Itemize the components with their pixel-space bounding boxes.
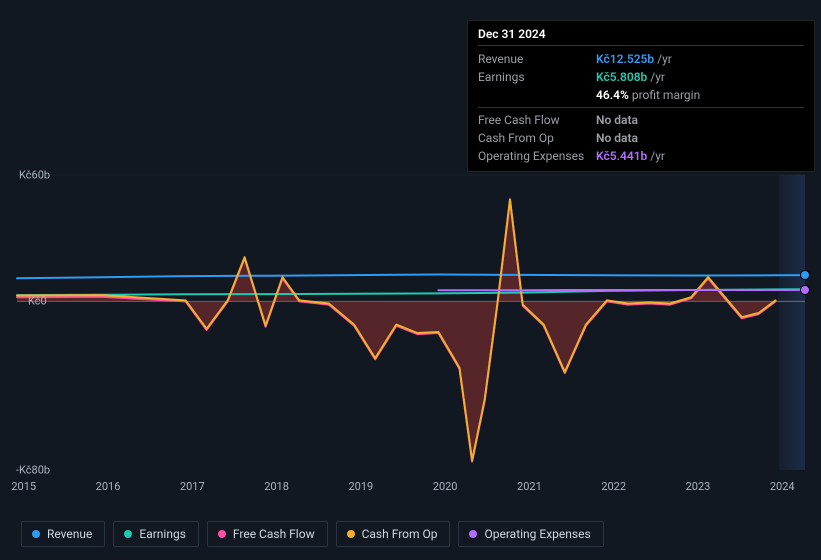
tooltip-row-unit: /yr xyxy=(650,70,665,84)
tooltip-row-unit: /yr xyxy=(657,52,672,66)
tooltip-row: Free Cash FlowNo data xyxy=(478,107,804,129)
tooltip-row: 46.4%profit margin xyxy=(478,86,804,104)
tooltip-row-label: Revenue xyxy=(478,52,596,66)
tooltip-row: Operating ExpensesKč5.441b/yr xyxy=(478,147,804,165)
x-tick-label: 2020 xyxy=(433,480,458,493)
chart-plot[interactable] xyxy=(17,175,805,470)
legend-swatch xyxy=(469,530,477,538)
x-tick-label: 2021 xyxy=(517,480,542,493)
legend-label: Free Cash Flow xyxy=(233,527,315,541)
tooltip-row-value: Kč12.525b xyxy=(596,52,654,66)
x-tick-label: 2018 xyxy=(264,480,289,493)
x-tick-label: 2019 xyxy=(348,480,373,493)
legend-item-cfo[interactable]: Cash From Op xyxy=(336,521,451,547)
tooltip-row: EarningsKč5.808b/yr xyxy=(478,68,804,86)
legend-swatch xyxy=(218,530,226,538)
legend-swatch xyxy=(124,530,132,538)
tooltip-row-unit: /yr xyxy=(650,149,665,163)
chart-tooltip: Dec 31 2024 RevenueKč12.525b/yrEarningsK… xyxy=(467,20,815,172)
legend-item-earnings[interactable]: Earnings xyxy=(113,521,199,547)
x-tick-label: 2024 xyxy=(770,480,795,493)
tooltip-row-value: Kč5.808b xyxy=(596,70,647,84)
tooltip-row-unit: profit margin xyxy=(632,88,700,102)
x-tick-label: 2016 xyxy=(96,480,121,493)
legend-item-opex[interactable]: Operating Expenses xyxy=(458,521,603,547)
series-endpoint-dot xyxy=(800,270,810,280)
y-tick-label: -Kč80b xyxy=(16,464,50,477)
tooltip-row-label: Earnings xyxy=(478,70,596,84)
tooltip-row-label: Cash From Op xyxy=(478,131,596,145)
legend-swatch xyxy=(32,530,40,538)
x-axis-ticks: 2015201620172018201920202021202220232024 xyxy=(17,480,805,494)
tooltip-row: RevenueKč12.525b/yr xyxy=(478,50,804,68)
tooltip-row-value: 46.4% xyxy=(596,88,629,102)
legend-item-fcf[interactable]: Free Cash Flow xyxy=(207,521,328,547)
series-revenue xyxy=(17,275,805,279)
y-tick-label: Kč0 xyxy=(28,295,47,308)
tooltip-row-value: No data xyxy=(596,113,638,127)
tooltip-row-label xyxy=(478,88,596,102)
series-fcf xyxy=(17,200,776,461)
chart-legend: Revenue Earnings Free Cash Flow Cash From O… xyxy=(21,521,604,547)
legend-label: Revenue xyxy=(47,527,92,541)
tooltip-row-label: Free Cash Flow xyxy=(478,113,596,127)
legend-label: Cash From Op xyxy=(362,527,438,541)
tooltip-date: Dec 31 2024 xyxy=(478,27,804,46)
series-endpoint-dot xyxy=(800,285,810,295)
legend-item-revenue[interactable]: Revenue xyxy=(21,521,105,547)
legend-label: Earnings xyxy=(139,527,186,541)
stage: Dec 31 2024 RevenueKč12.525b/yrEarningsK… xyxy=(0,0,821,560)
chart-svg xyxy=(17,175,805,470)
tooltip-row-label: Operating Expenses xyxy=(478,149,596,163)
x-tick-label: 2022 xyxy=(601,480,626,493)
series-cfo xyxy=(17,199,776,460)
legend-swatch xyxy=(347,530,355,538)
tooltip-row: Cash From OpNo data xyxy=(478,129,804,147)
x-tick-label: 2017 xyxy=(180,480,205,493)
tooltip-row-value: No data xyxy=(596,131,638,145)
tooltip-row-value: Kč5.441b xyxy=(596,149,647,163)
x-tick-label: 2023 xyxy=(686,480,711,493)
legend-label: Operating Expenses xyxy=(484,527,590,541)
x-tick-label: 2015 xyxy=(11,480,36,493)
y-tick-label: Kč60b xyxy=(19,169,50,182)
